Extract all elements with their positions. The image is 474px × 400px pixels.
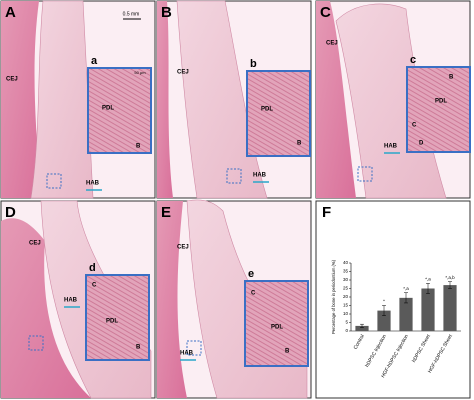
inset-image xyxy=(244,280,309,367)
inset-text: PDL xyxy=(106,319,118,325)
panel-label: F xyxy=(322,204,331,221)
y-tick-label: 35 xyxy=(343,269,349,274)
inset-text: PDL xyxy=(435,99,447,105)
bar xyxy=(399,297,413,331)
y-tick-label: 40 xyxy=(343,260,349,265)
inset-text: C xyxy=(92,283,97,289)
region-box xyxy=(46,173,62,189)
inset-text: PDL xyxy=(261,107,273,113)
histology-panel: Ee CEJ HAB C PDL B xyxy=(156,199,312,399)
cej-label: CEJ xyxy=(177,70,189,76)
significance-label: *,a xyxy=(425,277,431,282)
y-tick-label: 30 xyxy=(343,277,349,282)
hab-label: HAB xyxy=(180,351,194,357)
inset-label: c xyxy=(410,54,416,66)
cej-label: CEJ xyxy=(326,41,338,47)
panel-label: E xyxy=(161,204,171,221)
inset-label: e xyxy=(248,268,254,280)
panel-label: A xyxy=(5,4,16,21)
histology-panel: Dd CEJ HAB C PDL B xyxy=(0,200,156,399)
y-axis-label: Percentage of bone in periodontium (%) xyxy=(331,259,336,334)
bar xyxy=(443,285,457,331)
inset-text: C xyxy=(412,123,417,129)
inset-label: a xyxy=(91,55,98,67)
error-bar xyxy=(426,283,430,294)
bar xyxy=(421,288,435,331)
inset-text: B xyxy=(285,349,290,355)
inset-text: C xyxy=(251,291,256,297)
y-tick-label: 20 xyxy=(343,294,349,299)
hab-label: HAB xyxy=(86,181,100,187)
region-box xyxy=(226,168,242,184)
hab-label: HAB xyxy=(384,144,398,150)
significance-label: *,a,b xyxy=(445,275,455,280)
significance-label: * xyxy=(383,299,385,304)
inset-image xyxy=(406,66,471,153)
inset-text: B xyxy=(297,141,302,147)
inset-text: B xyxy=(136,345,141,351)
inset-text: B xyxy=(136,144,141,150)
histology-panel: Aa CEJ HAB PDL B 0.5 mm 50 μm xyxy=(0,0,156,199)
panel-label: C xyxy=(320,4,331,21)
error-bar xyxy=(404,292,408,304)
scale-bar-label: 0.5 mm xyxy=(123,11,140,17)
error-bar xyxy=(382,305,386,316)
tooth-tissue xyxy=(1,218,91,398)
inset-scale-label: 50 μm xyxy=(134,70,146,75)
inset-text: B xyxy=(449,75,454,81)
tooth-tissue xyxy=(157,1,173,198)
bar xyxy=(355,325,369,331)
error-bar xyxy=(448,281,452,289)
cej-label: CEJ xyxy=(177,245,189,251)
chart-panel: F Percentage of bone in periodontium (%) 0… xyxy=(315,200,471,399)
bar xyxy=(377,310,391,331)
inset-text: D xyxy=(419,141,424,147)
y-tick-label: 0 xyxy=(345,328,348,333)
y-tick-label: 5 xyxy=(345,320,348,325)
periodontal-tissue xyxy=(176,0,268,199)
panel-label: B xyxy=(161,4,172,21)
region-box xyxy=(357,166,373,182)
y-tick-label: 15 xyxy=(343,303,349,308)
periodontal-tissue xyxy=(30,0,94,199)
inset-text: PDL xyxy=(102,106,114,112)
error-bar xyxy=(360,323,364,328)
histology-panel: Cc CEJ HAB B PDL C D xyxy=(315,0,471,199)
panel-label: D xyxy=(5,204,16,221)
y-tick-label: 25 xyxy=(343,286,349,291)
inset-label: d xyxy=(89,262,96,274)
inset-image xyxy=(87,67,152,154)
cej-label: CEJ xyxy=(6,77,18,83)
cej-label: CEJ xyxy=(29,241,41,247)
region-box xyxy=(186,340,202,356)
inset-text: PDL xyxy=(271,325,283,331)
histology-panel: Bb CEJ HAB PDL B xyxy=(156,0,312,199)
inset-image xyxy=(246,70,311,157)
significance-label: *,a xyxy=(403,286,409,291)
hab-label: HAB xyxy=(253,173,267,179)
region-box xyxy=(28,335,44,351)
tooth-tissue xyxy=(157,201,187,398)
hab-label: HAB xyxy=(64,298,78,304)
tooth-tissue xyxy=(1,1,41,198)
inset-label: b xyxy=(250,58,257,70)
tooth-tissue xyxy=(316,1,356,198)
inset-image xyxy=(85,274,150,361)
y-tick-label: 10 xyxy=(343,311,349,316)
